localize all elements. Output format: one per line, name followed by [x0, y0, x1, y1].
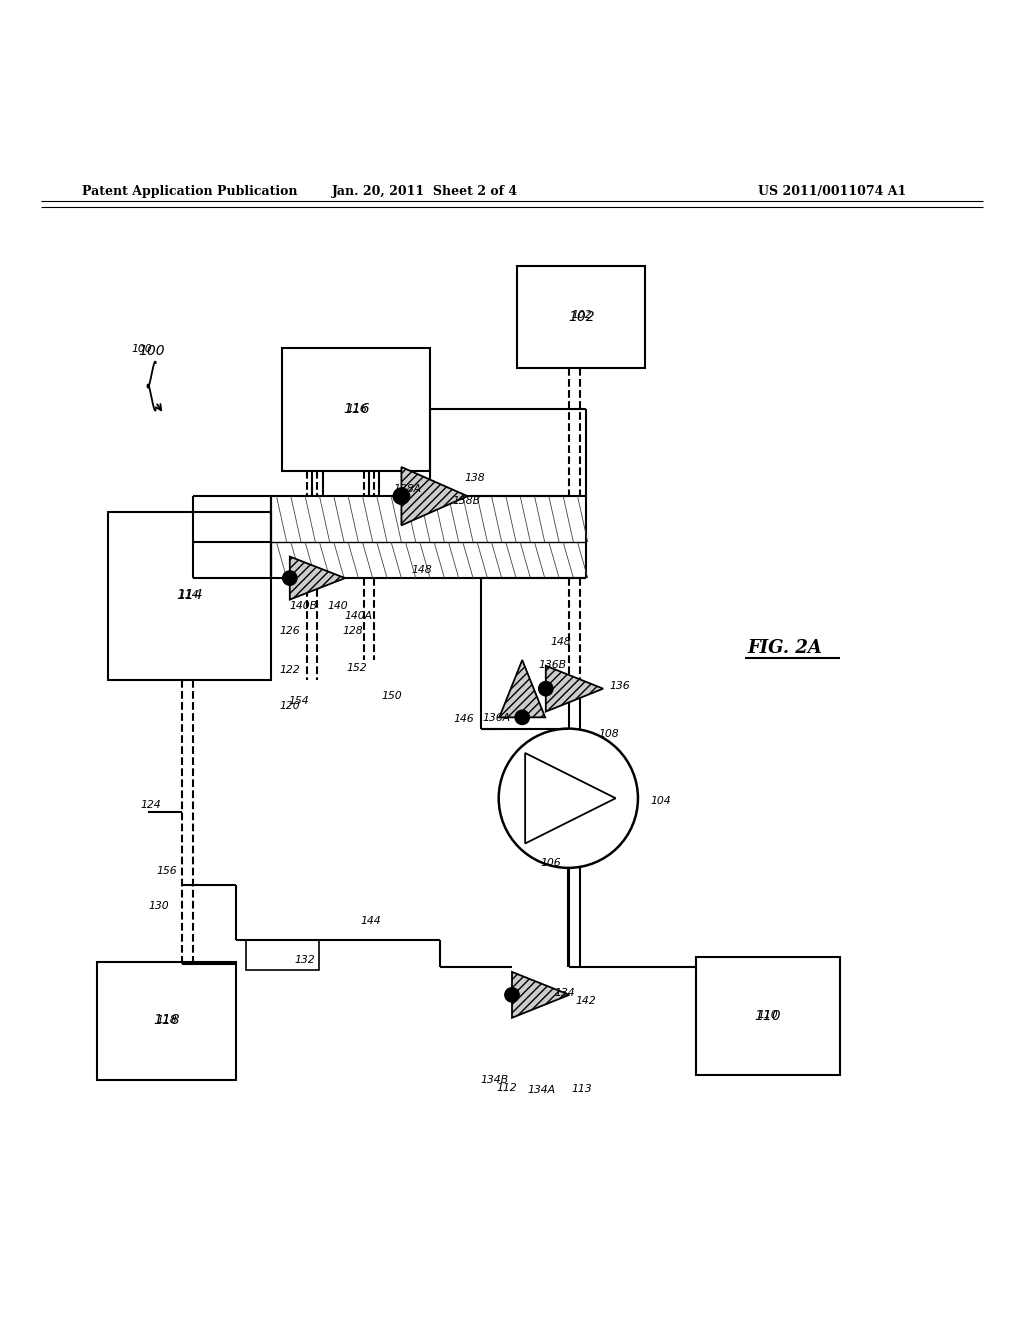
Bar	[246, 940, 319, 970]
Text: 136: 136	[609, 681, 630, 690]
Text: 140A: 140A	[344, 611, 373, 620]
Bar	[282, 347, 430, 470]
Polygon shape	[525, 752, 615, 843]
Text: 114: 114	[178, 590, 199, 601]
Text: 112: 112	[497, 1082, 517, 1093]
Text: 130: 130	[148, 900, 169, 911]
Text: 126: 126	[280, 626, 300, 636]
Polygon shape	[512, 972, 569, 1018]
Text: 106: 106	[541, 858, 561, 867]
Text: 148: 148	[551, 636, 571, 647]
Polygon shape	[290, 557, 345, 599]
Text: 122: 122	[280, 665, 300, 676]
Bar	[97, 962, 236, 1080]
Polygon shape	[500, 660, 545, 717]
Text: 100: 100	[131, 343, 152, 354]
Circle shape	[539, 681, 553, 696]
Text: 144: 144	[360, 916, 381, 927]
Text: US 2011/0011074 A1: US 2011/0011074 A1	[758, 185, 906, 198]
Text: 152: 152	[346, 663, 367, 673]
Text: 110: 110	[758, 1010, 778, 1020]
Text: 116: 116	[343, 403, 370, 416]
Text: 140B: 140B	[289, 601, 317, 611]
Text: 150: 150	[382, 690, 402, 701]
Text: 134B: 134B	[480, 1074, 509, 1085]
Text: 142: 142	[575, 997, 596, 1006]
Text: 120: 120	[280, 701, 300, 711]
Bar	[517, 265, 645, 368]
Text: 138B: 138B	[453, 496, 481, 507]
Text: 118: 118	[157, 1015, 177, 1026]
Text: 124: 124	[140, 800, 161, 810]
Circle shape	[393, 488, 410, 504]
Text: 113: 113	[571, 1084, 592, 1094]
Text: 156: 156	[157, 866, 177, 876]
Text: 100: 100	[138, 343, 165, 358]
Text: 110: 110	[755, 1010, 781, 1023]
Text: 102: 102	[571, 310, 592, 319]
Text: 116: 116	[346, 404, 367, 414]
Polygon shape	[401, 467, 468, 525]
Text: 146: 146	[454, 714, 474, 725]
Polygon shape	[546, 665, 603, 711]
Text: 154: 154	[289, 696, 309, 706]
Text: 118: 118	[154, 1014, 180, 1027]
Text: 108: 108	[599, 729, 620, 739]
Text: Jan. 20, 2011  Sheet 2 of 4: Jan. 20, 2011 Sheet 2 of 4	[332, 185, 518, 198]
Text: 148: 148	[412, 565, 432, 576]
Bar	[108, 512, 271, 681]
Text: 132: 132	[295, 956, 315, 965]
Text: FIG. 2A: FIG. 2A	[748, 639, 822, 657]
Bar	[696, 957, 840, 1074]
Text: Patent Application Publication: Patent Application Publication	[82, 185, 297, 198]
Text: 138: 138	[465, 473, 485, 483]
Circle shape	[505, 987, 519, 1002]
Text: 128: 128	[343, 626, 364, 636]
Text: 134: 134	[555, 987, 575, 998]
Text: 114: 114	[176, 589, 203, 602]
Text: 134A: 134A	[527, 1085, 556, 1096]
Text: 140: 140	[328, 601, 348, 611]
Circle shape	[283, 572, 297, 585]
Text: 102: 102	[568, 310, 595, 323]
Text: 136A: 136A	[482, 713, 511, 723]
Text: 138A: 138A	[393, 484, 422, 494]
Text: 104: 104	[650, 796, 671, 807]
Text: 136B: 136B	[539, 660, 567, 671]
Circle shape	[515, 710, 529, 725]
